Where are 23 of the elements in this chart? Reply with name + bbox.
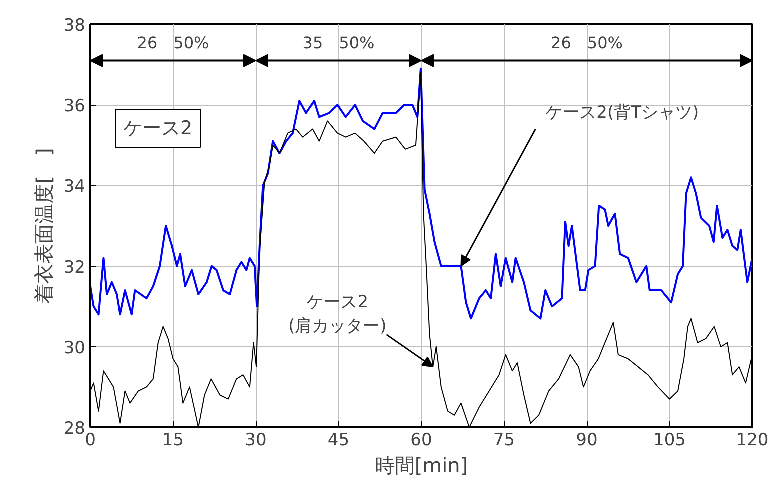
- y-tick-label: 34: [64, 177, 86, 198]
- y-tick-label: 32: [64, 258, 86, 278]
- y-tick-label: 38: [64, 16, 86, 36]
- y-tick-label: 36: [64, 96, 86, 117]
- x-tick-label: 75: [493, 430, 516, 450]
- x-axis-title: 時間[min]: [374, 454, 468, 478]
- x-tick-label: 45: [328, 430, 350, 450]
- annotation: 35 50%: [302, 34, 375, 53]
- annotation: ケース2(背Tシャツ): [546, 103, 700, 124]
- annotation: ケース2 (肩カッター): [288, 292, 387, 337]
- x-tick-label: 120: [736, 430, 769, 450]
- x-tick-label: 0: [85, 430, 96, 450]
- annotation: 26 50%: [137, 34, 210, 53]
- annotation: ケース2: [124, 118, 193, 140]
- y-tick-label: 28: [64, 419, 86, 439]
- x-tick-label: 90: [576, 430, 598, 450]
- annotation: 26 50%: [551, 34, 623, 53]
- y-axis-title: 着衣表面温度[ ]: [32, 148, 56, 304]
- x-tick-label: 105: [654, 430, 686, 450]
- y-tick-label: 30: [64, 338, 86, 358]
- x-tick-label: 30: [245, 430, 267, 450]
- x-tick-label: 60: [410, 430, 432, 450]
- x-tick-label: 15: [162, 430, 184, 450]
